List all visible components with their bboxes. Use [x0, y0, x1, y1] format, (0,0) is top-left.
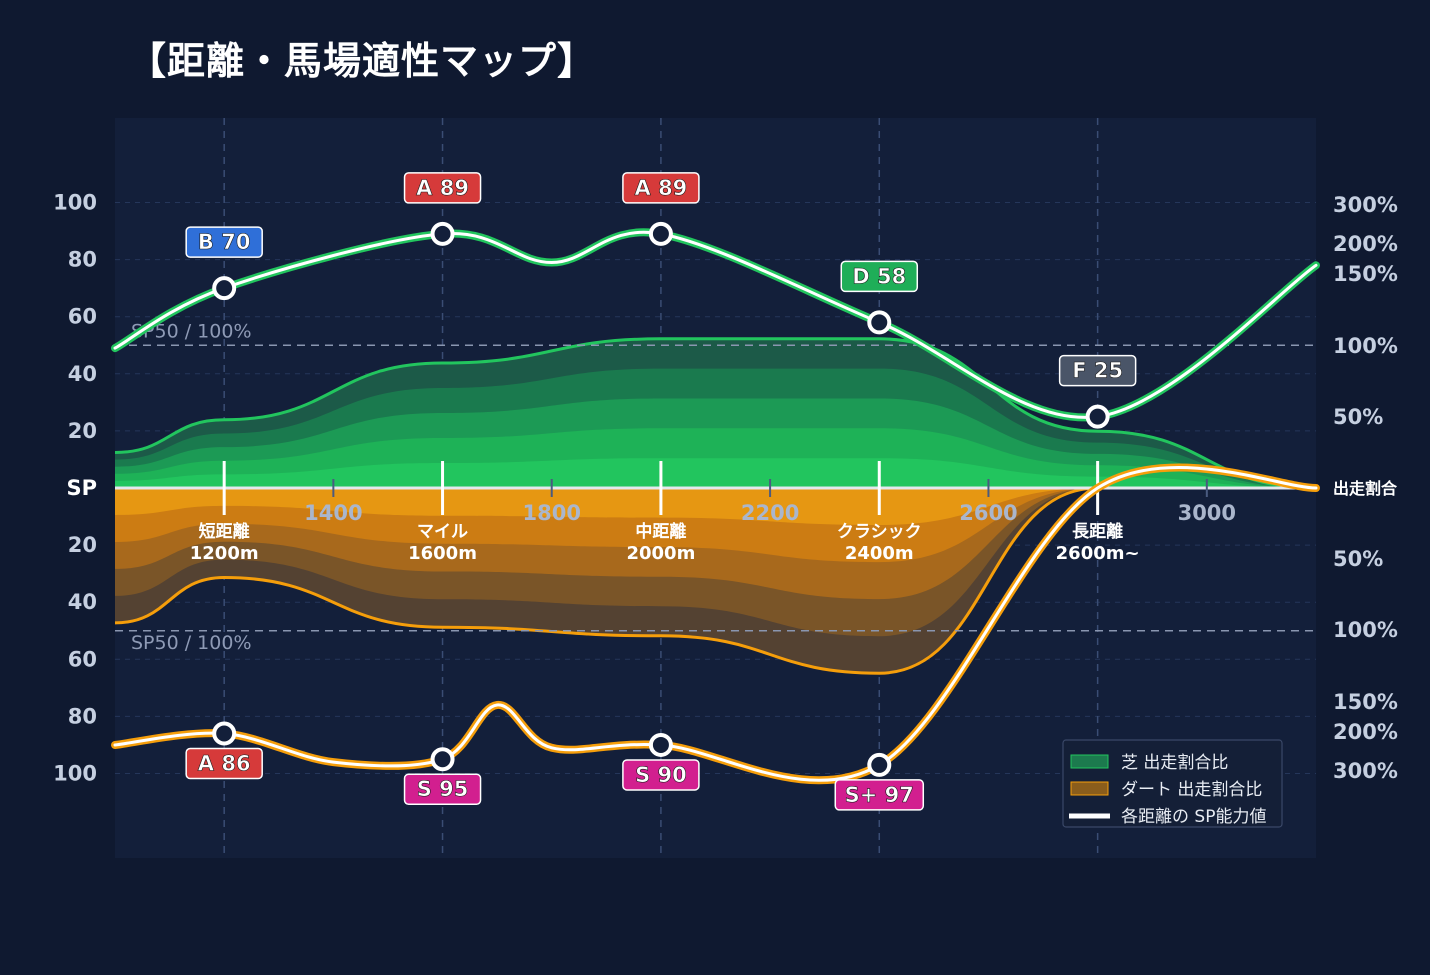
left-axis-tick-top: 20 [68, 419, 97, 443]
left-axis-tick-bottom: 40 [68, 590, 97, 614]
dirt-sp-point-badge-label: A 86 [198, 752, 251, 776]
turf-sp-point-badge: F 25 [1058, 354, 1137, 387]
turf-sp-point-badge: B 70 [185, 226, 263, 258]
category-name: 短距離 [199, 521, 250, 542]
x-tick-label: 2600 [959, 501, 1017, 525]
right-axis-tick-bottom: 150% [1333, 690, 1398, 714]
dirt-sp-point-badge: S+ 97 [834, 779, 925, 811]
right-axis-tick-top: 150% [1333, 262, 1398, 286]
reference-label: SP50 / 100% [131, 632, 252, 654]
turf-sp-point-badge: A 89 [403, 172, 482, 204]
x-tick-label: 2200 [741, 501, 799, 525]
turf-share-area-layer [115, 458, 1316, 488]
dirt-sp-point-badge-box [185, 747, 263, 780]
turf-sp-point-badge-box [185, 226, 263, 258]
left-axis-tick-top: 60 [68, 305, 97, 329]
turf-sp-point-badge-label: A 89 [416, 176, 469, 200]
dirt-sp-point-badge-label: S 95 [417, 777, 469, 801]
dirt-sp-point-badge-label: S 90 [635, 763, 687, 787]
right-axis-tick-bottom: 300% [1333, 759, 1398, 783]
turf-share-area-edge [114, 337, 1317, 490]
left-axis-tick-top: 80 [68, 248, 97, 272]
turf-sp-point-badge-label: A 89 [635, 176, 688, 200]
dirt-sp-point-badge: S 90 [622, 759, 700, 791]
dirt-sp-point-badge-label: S+ 97 [845, 783, 914, 807]
left-axis-label: SP [66, 476, 97, 500]
dirt-sp-point-badge-box [834, 779, 925, 811]
left-axis-tick-bottom: 80 [68, 704, 97, 728]
dirt-sp-point-marker [212, 721, 237, 746]
legend-label: 芝 出走割合比 [1121, 753, 1228, 773]
dirt-sp-point-badge-box [403, 773, 482, 805]
legend-label: 各距離の SP能力値 [1121, 807, 1266, 827]
turf-sp-point-badge-box [840, 260, 919, 293]
legend-swatch [1070, 754, 1109, 769]
legend-label: ダート 出走割合比 [1121, 780, 1262, 800]
turf-sp-point-badge-label: F 25 [1072, 359, 1123, 383]
category-distance: 2600m~ [1056, 543, 1140, 564]
right-axis-tick-bottom: 50% [1333, 547, 1383, 571]
left-axis-tick-bottom: 60 [68, 647, 97, 671]
turf-sp-point-marker [867, 310, 892, 335]
left-axis-tick-top: 100 [53, 191, 97, 215]
turf-sp-point-marker [1085, 404, 1110, 429]
turf-sp-point-marker [648, 221, 673, 246]
left-axis-tick-top: 40 [68, 362, 97, 386]
legend-box [1062, 739, 1283, 828]
right-axis-tick-top: 100% [1333, 334, 1398, 358]
category-distance: 2400m [845, 543, 914, 564]
category-name: 中距離 [635, 521, 686, 542]
category-distance: 1200m [190, 543, 259, 564]
turf-sp-point-marker [430, 221, 455, 246]
dirt-sp-point-badge: A 86 [185, 747, 263, 780]
left-axis-tick-bottom: 100 [53, 762, 97, 786]
page-title: 【距離・馬場適性マップ】 [128, 39, 597, 83]
x-tick-label: 1800 [523, 501, 581, 525]
category-name: 長距離 [1072, 521, 1123, 542]
x-tick-label: 3000 [1178, 501, 1236, 525]
dirt-share-area-layer [115, 488, 1316, 525]
category-name: クラシック [837, 522, 922, 542]
turf-sp-point-badge-box [622, 172, 700, 204]
turf-sp-point-badge-label: B 70 [198, 230, 251, 254]
category-distance: 2000m [626, 543, 695, 564]
turf-sp-point-badge: D 58 [840, 260, 919, 293]
right-axis-label: 出走割合 [1333, 479, 1398, 498]
turf-sp-point-badge-box [1058, 354, 1137, 387]
dirt-sp-point-marker [430, 747, 455, 772]
turf-sp-point-badge: A 89 [622, 172, 700, 204]
turf-sp-point-badge-label: D 58 [852, 264, 906, 288]
category-distance: 1600m [408, 543, 477, 564]
right-axis-tick-bottom: 200% [1333, 720, 1398, 744]
reference-label: SP50 / 100% [131, 320, 252, 342]
dirt-sp-point-marker [648, 732, 673, 757]
right-axis-tick-bottom: 100% [1333, 618, 1398, 642]
turf-sp-point-badge-box [403, 172, 482, 204]
category-name: マイル [417, 522, 468, 542]
right-axis-tick-top: 50% [1333, 405, 1383, 429]
turf-sp-point-marker [212, 276, 237, 301]
dirt-sp-point-badge-box [622, 759, 700, 791]
x-tick-label: 1400 [304, 501, 362, 525]
dirt-sp-point-marker [867, 752, 892, 777]
legend-swatch [1070, 781, 1109, 796]
left-axis-tick-bottom: 20 [68, 533, 97, 557]
dirt-sp-point-badge: S 95 [403, 773, 482, 805]
right-axis-tick-top: 300% [1333, 193, 1398, 217]
right-axis-tick-top: 200% [1333, 232, 1398, 256]
dirt-sp-curve [113, 466, 1318, 782]
